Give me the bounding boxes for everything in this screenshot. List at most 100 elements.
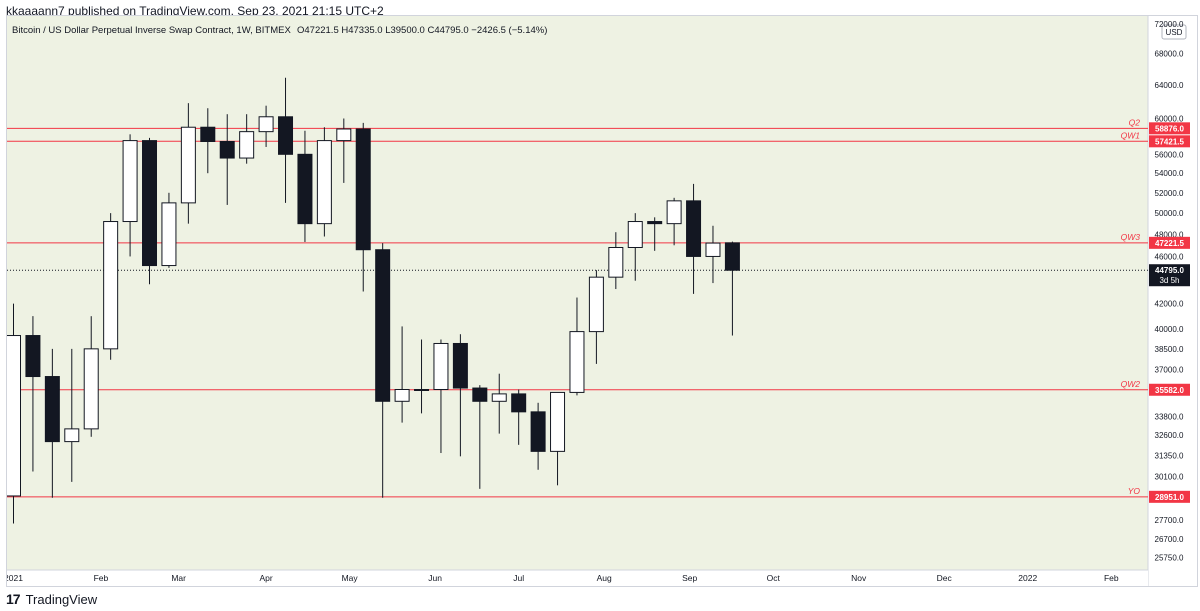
bull-candle-body <box>705 242 721 257</box>
candle <box>686 183 702 294</box>
y-tick-label: 31350.0 <box>1155 451 1184 460</box>
bear-candle-body <box>686 200 702 257</box>
candle <box>394 326 410 423</box>
candle <box>258 105 274 147</box>
level-price-tag <box>1149 490 1190 503</box>
bull-candle-body <box>180 126 196 204</box>
bear-candle-body <box>452 342 468 389</box>
y-tick-label: 64000.0 <box>1155 81 1184 90</box>
candle <box>297 130 313 242</box>
level-price-tag <box>1149 236 1190 249</box>
bear-candle-body <box>647 221 663 225</box>
chart-frame[interactable]: Bitcoin / US Dollar Perpetual Inverse Sw… <box>4 15 1198 587</box>
candle <box>219 114 235 205</box>
candle <box>452 334 468 457</box>
candle <box>336 118 352 183</box>
candle <box>511 389 527 445</box>
level-price-label: 47221.5 <box>1155 239 1184 248</box>
candle <box>200 108 216 174</box>
level-price-label: 35582.0 <box>1155 386 1184 395</box>
x-tick-label: Aug <box>597 573 612 583</box>
bull-candle-body <box>161 202 177 267</box>
candle <box>180 103 196 224</box>
bull-candle-body <box>6 335 21 497</box>
y-tick-label: 38500.0 <box>1155 345 1184 354</box>
x-tick-label: Apr <box>259 573 272 583</box>
candle <box>627 213 643 281</box>
x-tick-label: 2022 <box>1018 573 1037 583</box>
candle <box>316 127 332 237</box>
y-tick-label: 46000.0 <box>1155 252 1184 261</box>
y-tick-label: 56000.0 <box>1155 150 1184 159</box>
bear-candle-body <box>278 116 294 155</box>
x-tick-label: Feb <box>94 573 109 583</box>
time-axis <box>7 570 1148 586</box>
bull-candle-body <box>122 140 138 223</box>
bull-candle-body <box>258 116 274 133</box>
footer: 17 TradingView <box>6 590 97 608</box>
y-tick-label: 60000.0 <box>1155 115 1184 124</box>
y-tick-label: 37000.0 <box>1155 365 1184 374</box>
bear-candle-body <box>511 393 527 413</box>
y-tick-label: 33800.0 <box>1155 412 1184 421</box>
y-tick-label: 25750.0 <box>1155 554 1184 563</box>
bull-candle-body <box>239 131 255 159</box>
candle <box>44 348 60 498</box>
level-price-tag <box>1149 122 1190 135</box>
candle <box>83 316 99 437</box>
last-price-countdown: 3d 5h <box>1159 276 1179 285</box>
level-price-label: 57421.5 <box>1155 137 1184 146</box>
bull-candle-body <box>103 221 119 350</box>
x-tick-label: Dec <box>937 573 953 583</box>
bull-candle-body <box>64 428 80 443</box>
candle <box>550 391 566 486</box>
x-tick-label: Oct <box>767 573 781 583</box>
candle <box>64 348 80 482</box>
candle <box>161 192 177 268</box>
candle <box>25 316 41 472</box>
bear-candle-body <box>472 387 488 402</box>
x-tick-label: Feb <box>1104 573 1119 583</box>
y-tick-label: 50000.0 <box>1155 209 1184 218</box>
candle <box>239 114 255 164</box>
level-name: QW3 <box>1121 232 1141 242</box>
bear-candle-body <box>25 335 41 378</box>
x-tick-label: May <box>342 573 359 583</box>
bull-candle-body <box>550 391 566 452</box>
candle <box>666 197 682 246</box>
candle <box>647 217 663 251</box>
candle <box>433 339 449 454</box>
candle <box>278 77 294 203</box>
y-tick-label: 32600.0 <box>1155 431 1184 440</box>
candle <box>569 297 585 396</box>
bull-candle-body <box>608 246 624 278</box>
candle <box>724 241 740 336</box>
level-name: QW2 <box>1121 379 1141 389</box>
bull-candle-body <box>414 388 430 391</box>
currency-label: USD <box>1166 28 1183 37</box>
y-tick-label: 72000.0 <box>1155 20 1184 29</box>
bull-candle-body <box>569 331 585 393</box>
candle <box>491 373 507 434</box>
bear-candle-body <box>44 376 60 443</box>
level-name: YO <box>1128 486 1141 496</box>
level-name: Q2 <box>1129 117 1141 127</box>
candle <box>6 303 21 524</box>
y-tick-label: 68000.0 <box>1155 50 1184 59</box>
y-tick-label: 52000.0 <box>1155 189 1184 198</box>
candle <box>705 225 721 284</box>
x-tick-label: Sep <box>682 573 697 583</box>
x-tick-label: Jul <box>513 573 524 583</box>
last-price-tag <box>1149 264 1190 287</box>
y-tick-label: 40000.0 <box>1155 325 1184 334</box>
level-price-tag <box>1149 383 1190 396</box>
bull-candle-body <box>336 128 352 142</box>
bear-candle-body <box>724 242 740 271</box>
y-tick-label: 54000.0 <box>1155 169 1184 178</box>
candle <box>472 385 488 489</box>
price-chart[interactable]: Bitcoin / US Dollar Perpetual Inverse Sw… <box>4 16 1197 586</box>
level-name: QW1 <box>1121 130 1141 140</box>
level-price-label: 58876.0 <box>1155 124 1184 133</box>
y-tick-label: 48000.0 <box>1155 230 1184 239</box>
candle <box>608 232 624 290</box>
